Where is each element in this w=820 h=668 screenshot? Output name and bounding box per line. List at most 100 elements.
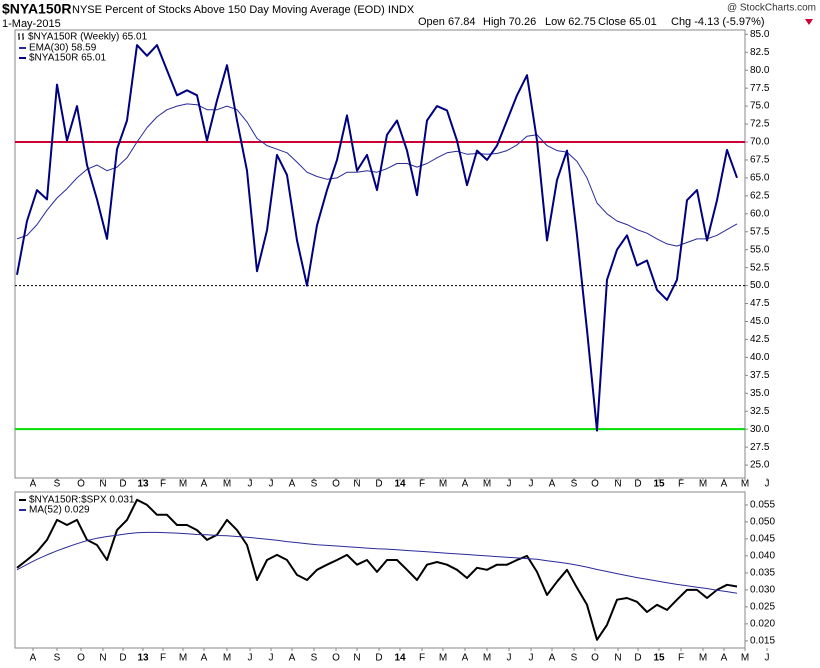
x-tick-label: J <box>269 653 274 664</box>
y-tick-label: 40.0 <box>750 352 770 363</box>
x-tick-label: D <box>119 479 126 490</box>
x-tick-label: A <box>549 479 556 490</box>
y-tick-label: 50.0 <box>750 280 770 291</box>
y-tick-label: 30.0 <box>750 424 770 435</box>
quote-change: Chg -4.13 (-5.97%) <box>671 16 765 28</box>
legend-label: MA(52) 0.029 <box>29 505 90 516</box>
x-tick-label: M <box>699 653 707 664</box>
x-tick-label: M <box>483 479 491 490</box>
x-tick-label: S <box>54 653 61 664</box>
series-line <box>16 103 738 247</box>
x-tick-label: A <box>721 479 728 490</box>
x-tick-label: M <box>483 653 491 664</box>
x-tick-label: 15 <box>653 653 665 664</box>
y-tick-label: 65.0 <box>750 173 770 184</box>
x-tick-label: S <box>571 479 578 490</box>
x-tick-label: D <box>375 653 382 664</box>
y-tick-label: 35.0 <box>750 388 770 399</box>
quote-open: Open 67.84 <box>418 16 476 28</box>
y-tick-label: 42.5 <box>750 334 770 345</box>
y-tick-label: 25.0 <box>750 460 770 471</box>
x-tick-label: 13 <box>137 653 149 664</box>
x-tick-label: A <box>30 653 37 664</box>
y-tick-label: 32.5 <box>750 406 770 417</box>
x-tick-label: J <box>507 653 512 664</box>
x-tick-label: S <box>54 479 61 490</box>
y-tick-label: 47.5 <box>750 298 770 309</box>
x-tick-label: 14 <box>394 479 406 490</box>
x-tick-label: A <box>289 479 296 490</box>
y-tick-label: 27.5 <box>750 442 770 453</box>
x-tick-label: J <box>529 653 534 664</box>
x-tick-label: N <box>99 479 106 490</box>
x-tick-label: M <box>179 653 187 664</box>
x-tick-label: O <box>77 479 85 490</box>
x-tick-label: O <box>332 653 340 664</box>
legend-icon <box>18 33 24 40</box>
x-tick-label: N <box>614 653 621 664</box>
y-tick-label: 60.0 <box>750 208 770 219</box>
lower-panel <box>14 491 746 649</box>
symbol: $NYA150R <box>2 1 72 17</box>
x-tick-label: M <box>439 653 447 664</box>
x-tick-label: A <box>549 653 556 664</box>
date: 1-May-2015 <box>2 18 61 30</box>
y-tick-label: 0.050 <box>750 517 775 528</box>
x-tick-label: A <box>201 653 208 664</box>
x-tick-label: J <box>765 479 770 490</box>
x-tick-label: D <box>634 653 641 664</box>
y-tick-label: 0.035 <box>750 568 775 579</box>
y-tick-label: 72.5 <box>750 119 770 130</box>
chart-title: NYSE Percent of Stocks Above 150 Day Mov… <box>72 4 415 16</box>
quote-close: Close 65.01 <box>598 16 657 28</box>
x-tick-label: 14 <box>394 653 406 664</box>
y-tick-label: 77.5 <box>750 83 770 94</box>
x-tick-label: N <box>353 479 360 490</box>
source: @ StockCharts.com <box>727 3 816 14</box>
x-tick-label: F <box>678 653 684 664</box>
series-line <box>16 498 738 641</box>
x-tick-label: F <box>678 479 684 490</box>
x-tick-label: N <box>353 653 360 664</box>
x-tick-label: F <box>160 653 166 664</box>
x-tick-label: J <box>765 653 770 664</box>
y-tick-label: 75.0 <box>750 101 770 112</box>
y-tick-label: 80.0 <box>750 65 770 76</box>
y-tick-label: 0.040 <box>750 551 775 562</box>
x-tick-label: J <box>269 479 274 490</box>
y-tick-label: 70.0 <box>750 137 770 148</box>
y-tick-label: 0.025 <box>750 602 775 613</box>
y-tick-label: 82.5 <box>750 47 770 58</box>
x-tick-label: A <box>462 479 469 490</box>
x-tick-label: M <box>439 479 447 490</box>
x-tick-label: F <box>419 653 425 664</box>
x-tick-label: J <box>529 479 534 490</box>
x-tick-label: O <box>332 479 340 490</box>
x-tick-label: A <box>201 479 208 490</box>
y-tick-label: 0.055 <box>750 500 775 511</box>
down-arrow <box>805 19 813 25</box>
x-tick-label: 13 <box>137 479 149 490</box>
x-tick-label: M <box>223 479 231 490</box>
y-tick-label: 0.045 <box>750 534 775 545</box>
legend-title: $NYA150R (Weekly) 65.01 <box>28 32 148 43</box>
x-tick-label: A <box>30 479 37 490</box>
x-tick-label: M <box>179 479 187 490</box>
x-tick-label: S <box>311 653 318 664</box>
x-tick-label: S <box>571 653 578 664</box>
x-tick-label: 15 <box>653 479 665 490</box>
x-tick-label: M <box>741 479 749 490</box>
x-tick-label: J <box>248 479 253 490</box>
y-tick-label: 0.030 <box>750 585 775 596</box>
x-tick-label: J <box>248 653 253 664</box>
y-tick-label: 55.0 <box>750 244 770 255</box>
x-tick-label: N <box>614 479 621 490</box>
x-tick-label: O <box>591 479 599 490</box>
y-tick-label: 67.5 <box>750 155 770 166</box>
series-line <box>16 44 738 432</box>
x-tick-label: M <box>741 653 749 664</box>
x-tick-label: D <box>119 653 126 664</box>
x-tick-label: D <box>634 479 641 490</box>
